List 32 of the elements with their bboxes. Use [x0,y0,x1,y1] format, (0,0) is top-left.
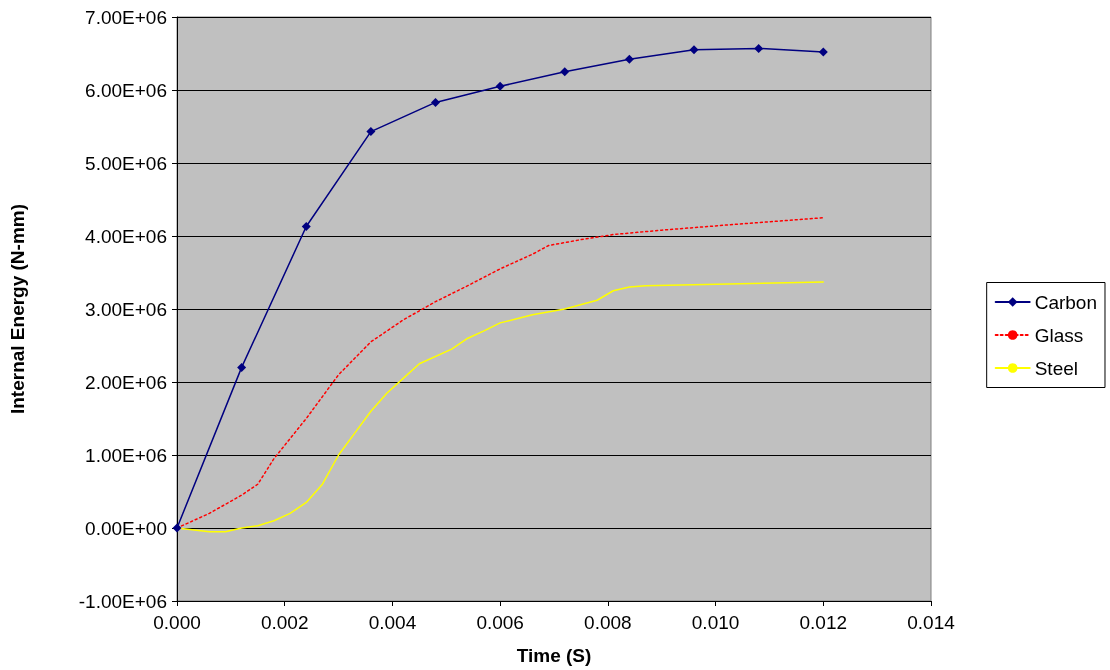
point [754,43,764,53]
legend-label: Glass [1034,324,1084,346]
point [237,362,247,372]
point [495,81,505,91]
y-tick-label: 5.00E+06 [85,152,167,174]
y-tick-label: 3.00E+06 [85,298,167,320]
x-tick-label: 0.002 [260,612,309,633]
point [624,54,634,64]
x-tick-label: 0.006 [476,612,524,633]
x-tick-label: 0.012 [799,612,848,633]
legend-label: Steel [1034,357,1078,379]
x-tick-label: 0.004 [368,612,417,633]
y-tick-label: 6.00E+06 [85,79,167,101]
x-axis-title: Time (S) [516,645,592,666]
point [366,127,376,137]
point [560,67,570,77]
x-tick-label: 0.000 [153,612,201,633]
y-tick-label: 4.00E+06 [85,225,167,247]
legend-label: Carbon [1034,291,1098,313]
point [431,97,441,107]
x-tick-label: 0.010 [691,612,740,633]
x-tick-label: 0.014 [907,612,956,633]
point [818,47,828,57]
point [301,222,311,232]
y-tick-label: 0.00E+00 [85,517,167,539]
point [689,45,699,55]
y-axis-title: Internal Energy (N-mm) [7,203,28,415]
y-tick-label: 7.00E+06 [85,6,167,28]
y-tick-label: -1.00E+06 [78,590,167,612]
x-tick-label: 0.008 [584,612,632,633]
y-tick-label: 2.00E+06 [85,371,167,393]
y-tick-label: 1.00E+06 [85,444,167,466]
